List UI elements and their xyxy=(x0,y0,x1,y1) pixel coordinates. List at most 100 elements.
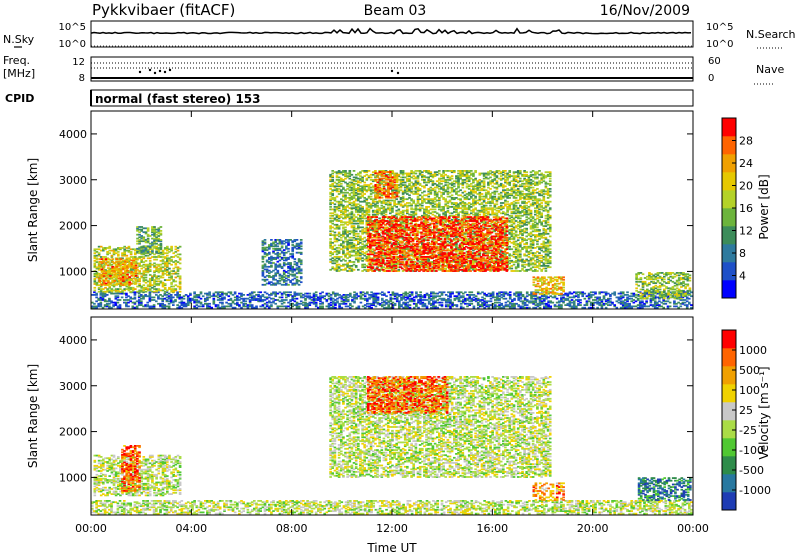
power-cell xyxy=(337,181,341,184)
power-cell xyxy=(161,304,165,306)
nave-point xyxy=(138,70,142,74)
power-cell xyxy=(579,291,582,294)
power-cell xyxy=(423,263,426,266)
power-cell xyxy=(148,251,152,253)
power-cell xyxy=(299,277,303,280)
power-cell xyxy=(346,243,349,245)
power-cell xyxy=(176,256,180,258)
power-cell xyxy=(291,247,295,250)
power-cell xyxy=(354,194,358,197)
power-cell xyxy=(449,306,452,309)
power-cell xyxy=(166,254,169,257)
power-cell xyxy=(386,203,390,206)
power-cell xyxy=(408,238,411,240)
power-cell xyxy=(280,241,284,244)
power-cell xyxy=(491,294,495,296)
power-cell xyxy=(523,306,527,309)
power-cell xyxy=(289,273,292,276)
power-cell xyxy=(470,300,474,303)
power-cell xyxy=(624,299,627,301)
power-cell xyxy=(113,262,117,264)
power-cell xyxy=(566,304,570,306)
power-cell xyxy=(212,299,216,301)
power-cell xyxy=(142,297,145,300)
power-cell xyxy=(109,274,112,277)
power-cell xyxy=(517,299,521,301)
power-cell xyxy=(344,267,347,270)
power-cell xyxy=(176,270,180,272)
power-cell xyxy=(423,257,426,260)
power-cell xyxy=(352,194,356,197)
power-cell xyxy=(116,295,120,298)
power-cell xyxy=(464,291,467,294)
power-cell xyxy=(106,289,109,292)
power-cell xyxy=(367,189,371,192)
power-cell xyxy=(144,250,148,253)
power-cell xyxy=(272,247,275,250)
power-cell xyxy=(153,227,156,230)
power-cell xyxy=(170,272,173,275)
power-cell xyxy=(100,269,104,272)
power-cell xyxy=(110,284,114,287)
power-cell xyxy=(457,300,461,303)
power-cell xyxy=(357,243,360,245)
power-cell xyxy=(221,291,224,294)
power-cell xyxy=(197,305,201,308)
power-cell xyxy=(410,262,413,265)
power-cell xyxy=(359,189,362,192)
power-cell xyxy=(376,208,379,211)
power-cell xyxy=(163,247,167,249)
power-cell xyxy=(337,263,341,266)
power-cell xyxy=(519,296,523,299)
power-cell xyxy=(352,244,356,247)
power-cell xyxy=(268,306,271,309)
power-cell xyxy=(508,305,512,308)
power-cell xyxy=(263,296,267,299)
power-cell xyxy=(248,304,252,306)
power-cell xyxy=(289,299,292,301)
power-cell xyxy=(566,302,570,305)
power-cell xyxy=(97,254,101,257)
power-cell xyxy=(401,172,405,175)
power-cell xyxy=(312,302,316,305)
power-cell xyxy=(168,274,171,276)
power-cell xyxy=(142,295,145,298)
power-cell xyxy=(367,249,371,252)
power-cell xyxy=(287,241,290,244)
power-cell xyxy=(349,306,352,309)
power-cell xyxy=(354,230,358,233)
power-cell xyxy=(410,191,413,194)
power-cell xyxy=(142,296,145,299)
power-cell xyxy=(289,268,292,271)
power-cell xyxy=(449,296,452,299)
power-cell xyxy=(649,301,653,304)
power-cell xyxy=(391,262,394,265)
power-cell xyxy=(389,220,392,222)
power-cell xyxy=(511,300,514,303)
power-cell xyxy=(447,304,450,306)
power-cell xyxy=(282,262,286,264)
power-cell xyxy=(389,302,393,305)
power-cell xyxy=(453,304,457,306)
power-cell xyxy=(534,299,538,301)
power-cell xyxy=(470,294,474,296)
power-cell xyxy=(325,300,329,303)
power-cell xyxy=(412,211,416,213)
power-cell xyxy=(157,240,161,243)
power-cell xyxy=(380,243,384,245)
power-cell xyxy=(403,214,407,217)
power-cell xyxy=(572,295,576,298)
power-cell xyxy=(365,199,369,202)
power-cell xyxy=(157,254,161,257)
power-cell xyxy=(129,268,133,271)
power-cell xyxy=(102,272,106,275)
power-cell xyxy=(142,227,146,230)
power-cell xyxy=(227,305,231,308)
power-cell xyxy=(564,297,567,300)
power-cell xyxy=(685,292,689,295)
power-cell xyxy=(378,191,381,194)
power-cell xyxy=(371,202,375,204)
power-cell xyxy=(447,295,450,298)
power-cell xyxy=(350,213,354,216)
power-cell xyxy=(357,226,360,229)
